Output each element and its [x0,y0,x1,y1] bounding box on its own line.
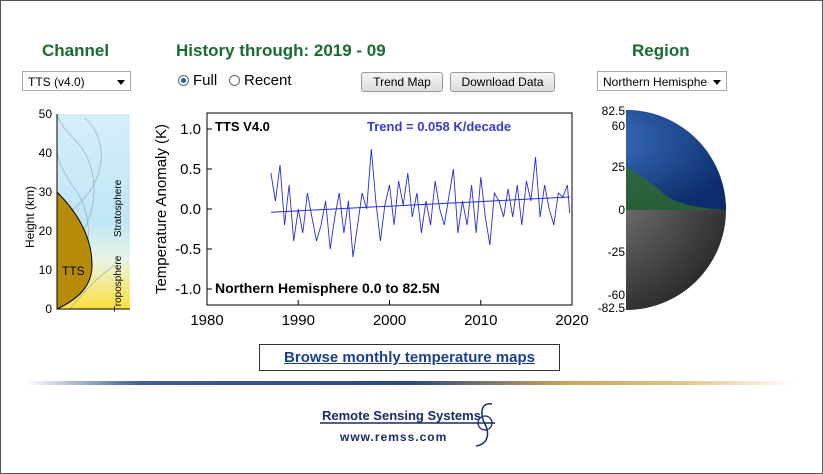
browse-maps-label: Browse monthly temperature maps [284,349,535,366]
x-tick-label: 1990 [282,312,315,329]
x-tick-label: 2010 [464,312,497,329]
radio-recent[interactable]: Recent [229,72,292,89]
region-globe: 82.5 60 0 -25 -60 -82.5 25 [590,100,726,320]
weighting-channel-label: TTS [62,264,85,278]
weighting-tick-label: 50 [39,107,53,121]
y-tick-label: 1.0 [180,121,201,138]
trend-map-button[interactable]: Trend Map [361,72,443,92]
y-tick-label: -0.5 [175,241,201,258]
lat-tick-label: 0 [618,203,625,217]
radio-full-label: Full [193,72,218,89]
download-data-button[interactable]: Download Data [450,72,555,92]
weighting-tick-label: 20 [39,224,53,238]
radio-full-indicator [178,75,189,86]
radio-recent-indicator [229,75,240,86]
radio-full[interactable]: Full [178,72,217,89]
channel-heading: Channel [42,41,110,60]
y-tick-label: 0.5 [180,161,201,178]
weighting-tick-label: 30 [39,185,53,199]
y-tick-label: -1.0 [175,281,201,298]
history-heading: History through: 2019 - 09 [176,41,386,60]
channel-select[interactable]: TTS (v4.0) [22,71,131,91]
x-tick-label: 1980 [190,312,223,329]
trend-line [270,196,570,213]
logo-ring-icon [477,415,493,431]
region-heading: Region [632,41,690,60]
lat-tick-label: 82.5 [602,104,626,118]
x-tick-label: 2000 [373,312,406,329]
lat-tick-label: -60 [608,288,626,302]
lat-tick-label: -82.5 [598,301,626,315]
region-select-value: Northern Hemisphe [603,75,708,89]
browse-maps-link[interactable]: Browse monthly temperature maps [259,344,560,371]
chart-title: TTS V4.0 [215,119,270,134]
x-tick-label: 2020 [555,312,588,329]
region-annotation: Northern Hemisphere 0.0 to 82.5N [215,280,440,296]
chart-plot-area [206,112,573,306]
anomaly-series-line [270,148,571,258]
rss-logo-name: Remote Sensing Systems [322,408,481,423]
trend-annotation: Trend = 0.058 K/decade [367,119,511,134]
tts-weighting-curve [56,190,93,310]
channel-select-value: TTS (v4.0) [28,75,85,89]
lat-tick-label: 60 [612,119,626,133]
chevron-down-icon [713,80,721,85]
weighting-function-panel: 50 40 30 20 10 0 Height (km) TTS Stratos… [23,107,130,316]
weighting-y-axis-label: Height (km) [23,186,37,248]
footer-divider [25,381,797,385]
troposphere-label: Troposphere [113,255,124,312]
region-select[interactable]: Northern Hemisphe [597,71,727,91]
rss-logo-url: www.remss.com [340,430,448,444]
temperature-anomaly-chart: 1980 1990 2000 2010 2020 1.0 0.5 0.0 -0.5 -1.0 T… [153,112,589,329]
chevron-down-icon [117,80,125,85]
stratosphere-label: Stratosphere [113,179,124,237]
rss-logo-mark [320,403,495,447]
y-tick-label: 0.0 [180,201,201,218]
weighting-tick-label: 40 [39,146,53,160]
weighting-tick-label: 10 [39,263,53,277]
weighting-tick-label: 0 [45,302,52,316]
logo-integral-icon [475,403,493,447]
globe-left-mask [590,100,626,320]
lat-tick-label: 25 [612,160,626,174]
lat-tick-label: -25 [608,245,626,259]
radio-recent-label: Recent [244,72,292,89]
chart-y-axis-label: Temperature Anomaly (K) [153,124,170,294]
